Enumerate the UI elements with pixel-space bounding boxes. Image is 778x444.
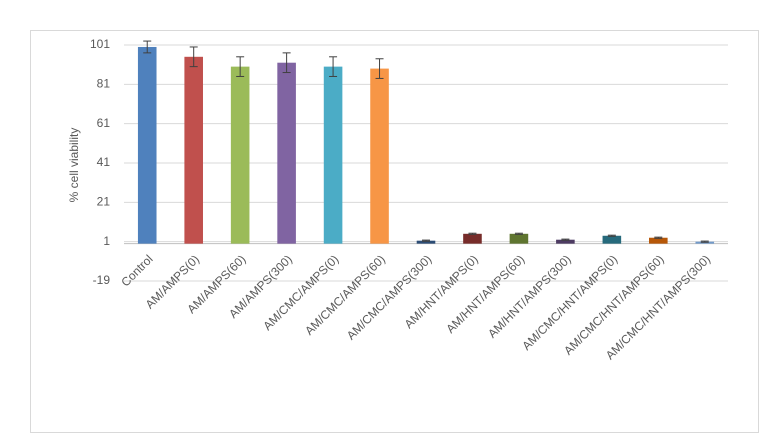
bar [184,56,203,244]
y-tick-label: 81 [97,77,111,91]
bar [370,68,389,244]
y-axis-label: % cell viability [67,128,81,203]
error-bar [329,56,338,77]
y-tick-label: 101 [90,37,110,51]
error-bar [143,40,152,54]
error-bar [561,238,570,241]
error-bar [282,52,291,74]
error-bar [514,232,523,235]
y-tick-label: 21 [97,195,111,209]
error-bar [189,46,198,68]
bar [463,233,482,244]
error-bar [422,239,430,242]
y-tick-label: 61 [97,116,111,130]
error-bar [236,56,245,77]
bar [649,237,668,244]
bar [277,62,296,244]
error-bar [375,58,384,79]
error-bar [468,232,477,235]
y-tick-label: 1 [103,234,110,248]
y-tick-label: -19 [93,273,111,287]
bar [323,66,343,244]
bar [602,235,622,244]
error-bar [700,240,709,243]
bar [556,239,575,244]
bar [137,46,157,244]
bar [230,66,250,244]
y-tick-label: 41 [97,155,111,169]
bar [416,240,436,244]
bar [509,233,529,244]
error-bar [607,234,616,237]
error-bar [654,236,663,239]
